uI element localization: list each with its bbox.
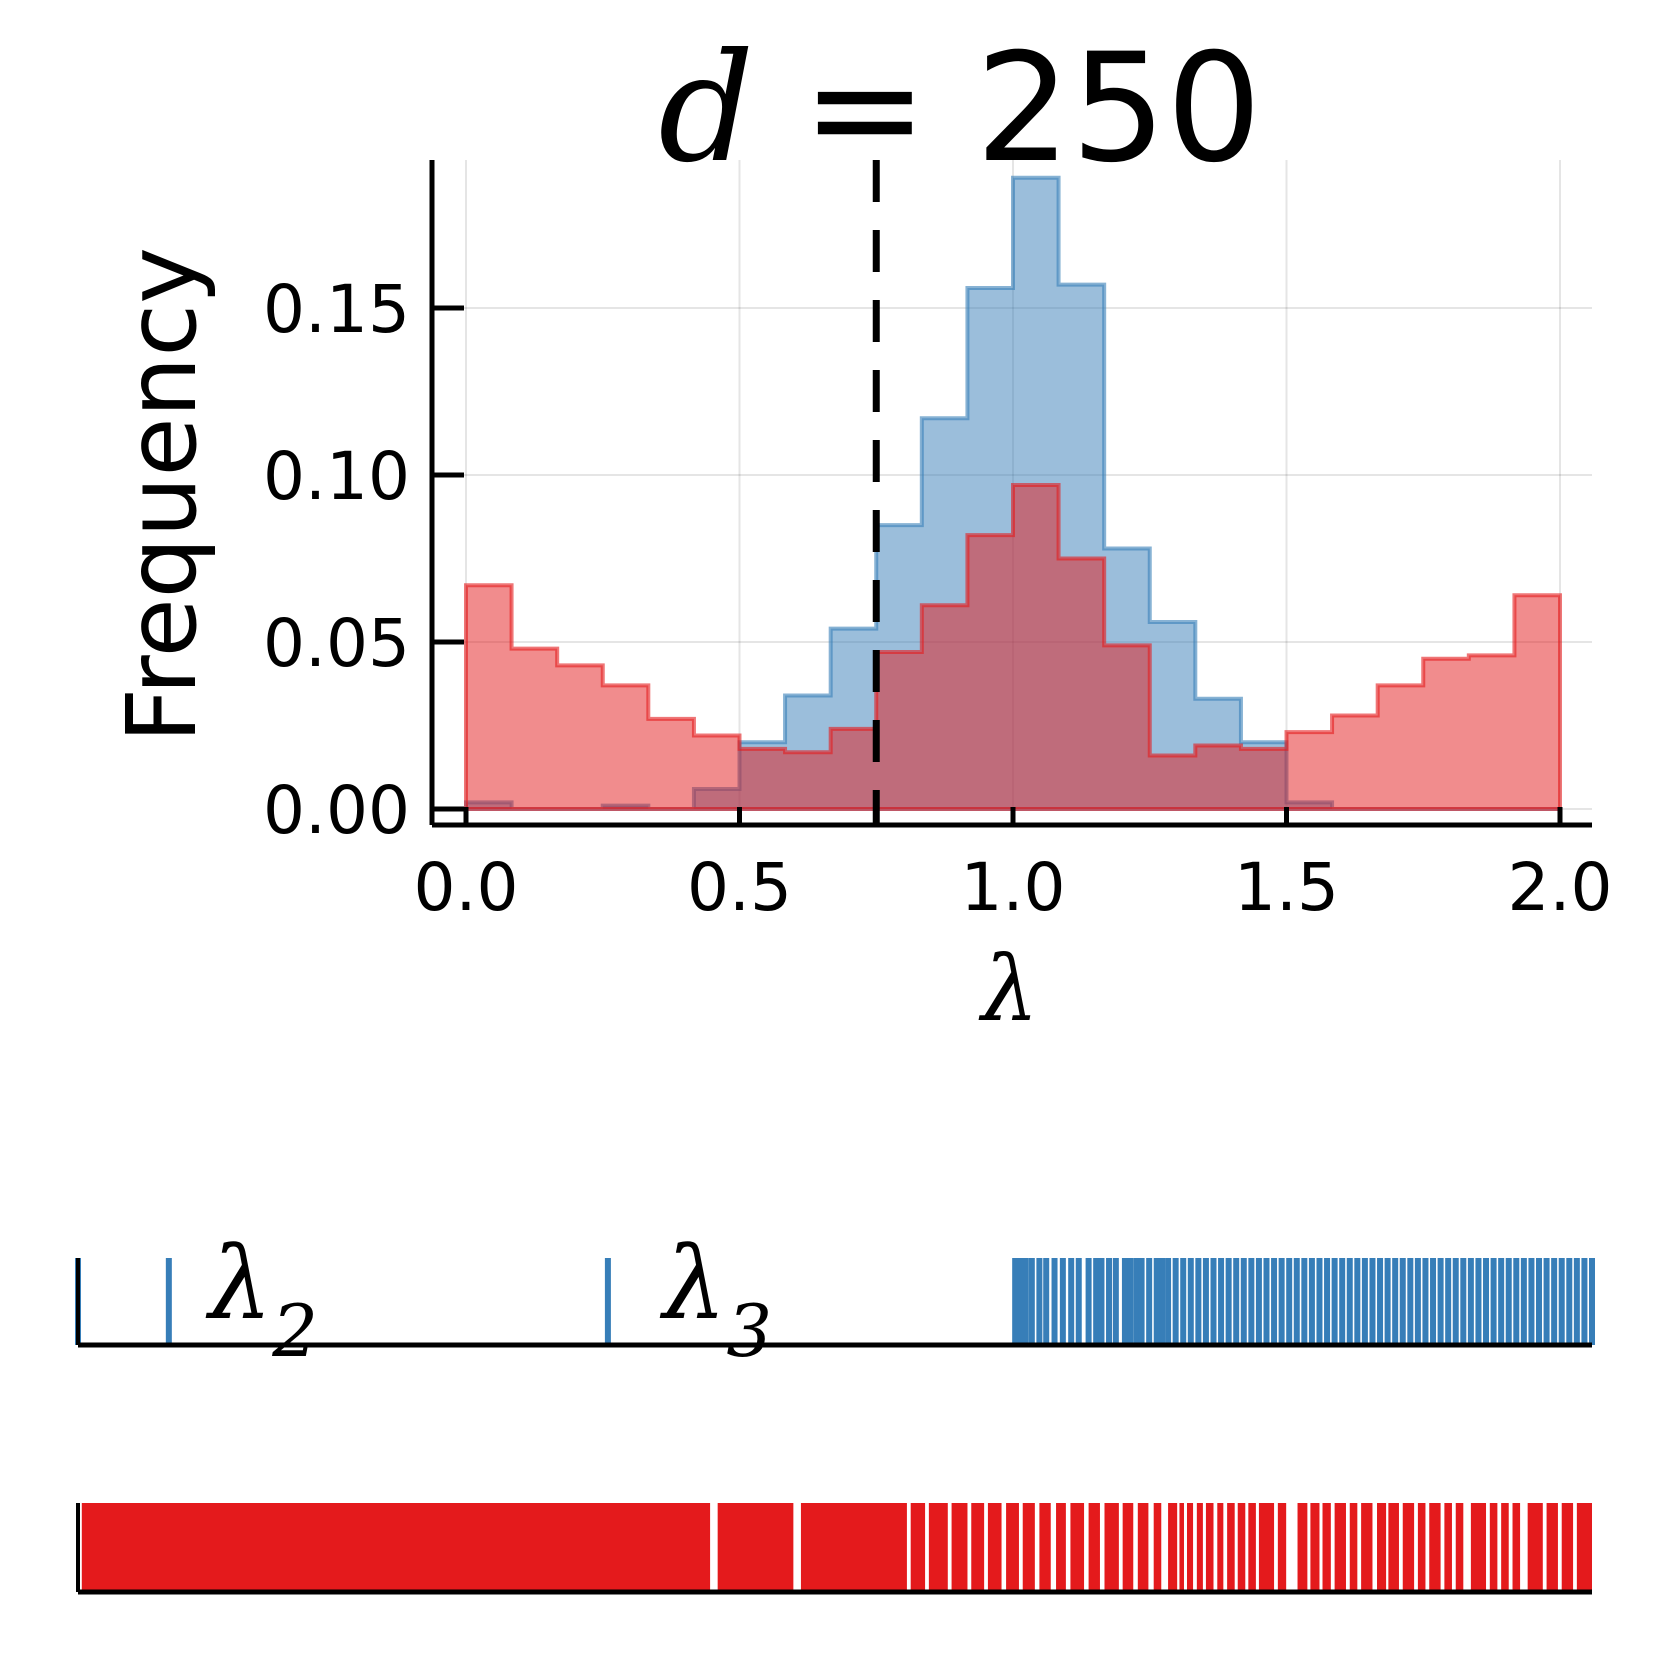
x-tick-label: 0.0 <box>414 849 519 926</box>
rug-tick-red <box>1417 1503 1426 1592</box>
rug-tick-red <box>1227 1503 1235 1592</box>
rug-tick-red <box>1196 1503 1203 1592</box>
annotation-subscript: 3 <box>726 1289 772 1373</box>
rug-tick-red <box>1429 1503 1441 1592</box>
rug-baselines <box>76 1258 1592 1595</box>
rug-tick-red <box>1217 1503 1224 1592</box>
y-tick-label: 0.15 <box>263 271 410 348</box>
title-equals: = <box>754 22 975 196</box>
x-tick-label: 0.5 <box>687 849 792 926</box>
rug-tick-red <box>1297 1503 1308 1592</box>
rug-tick-red <box>81 1503 711 1592</box>
rug-tick-red <box>1377 1503 1387 1592</box>
y-tick-label: 0.10 <box>263 438 410 515</box>
rug-tick-red <box>1561 1503 1574 1592</box>
rug-tick-red <box>1006 1503 1019 1592</box>
annotation-symbol: λ <box>659 1225 726 1342</box>
rug-tick-red <box>1122 1503 1134 1592</box>
rug-tick-red <box>1489 1503 1498 1592</box>
rug-tick-red <box>717 1503 794 1592</box>
title-variable: d <box>658 22 754 196</box>
x-tick-label: 2.0 <box>1508 849 1613 926</box>
x-tick-label: 1.5 <box>1234 849 1339 926</box>
rug-tick-red <box>1205 1503 1214 1592</box>
rug-strip-blue <box>75 1258 1595 1345</box>
rug-tick-red <box>1310 1503 1320 1592</box>
annotation-subscript: 2 <box>271 1289 318 1373</box>
rug-tick-red <box>1470 1503 1487 1592</box>
rug-tick-red <box>1237 1503 1246 1592</box>
tick-labels: 0.0 0.5 1.0 1.5 2.0 0.00 0.05 0.10 0.15 <box>263 271 1612 926</box>
rug-tick-red <box>1137 1503 1149 1592</box>
rug-annotation-lambda-3: λ3 <box>659 1225 772 1373</box>
title-number: 250 <box>975 22 1261 196</box>
rug-tick-red <box>951 1503 968 1592</box>
annotation-symbol: λ <box>205 1225 272 1342</box>
y-tick-label: 0.00 <box>263 772 410 849</box>
rug-tick-red <box>1349 1503 1358 1592</box>
histogram-panel: 0.0 0.5 1.0 1.5 2.00.000.050.100.15 d = 250 … <box>106 22 1612 1042</box>
histogram-bars <box>464 175 1562 811</box>
rug-tick-red <box>1104 1503 1119 1592</box>
rug-tick-red <box>1388 1503 1399 1592</box>
rug-panel: λ2 λ3 <box>75 1225 1595 1595</box>
chart-title: d = 250 <box>658 22 1261 196</box>
y-tick-label: 0.05 <box>263 605 410 682</box>
rug-annotations: λ2 λ3 <box>205 1225 772 1373</box>
y-axis-label: Frequency <box>106 247 218 743</box>
rug-tick-red <box>1527 1503 1543 1592</box>
rug-tick-red <box>800 1503 907 1592</box>
rug-tick-red <box>1022 1503 1035 1592</box>
rug-tick-red <box>987 1503 1002 1592</box>
rug-tick-red <box>1179 1503 1184 1592</box>
rug-tick-red <box>1088 1503 1100 1592</box>
rug-tick-red <box>1334 1503 1346 1592</box>
rug-tick-red <box>1168 1503 1178 1592</box>
x-tick-label: 1.0 <box>961 849 1066 926</box>
rug-tick-red <box>910 1503 926 1592</box>
x-axis-label: λ <box>978 937 1038 1042</box>
rug-tick-red <box>1153 1503 1162 1592</box>
rug-tick-red <box>971 1503 985 1592</box>
rug-tick-red <box>1258 1503 1275 1592</box>
rug-tick-red <box>1402 1503 1415 1592</box>
rug-tick-red <box>1322 1503 1331 1592</box>
rug-tick-red <box>1444 1503 1452 1592</box>
rug-tick-red <box>1546 1503 1558 1592</box>
rug-tick-red <box>1056 1503 1066 1592</box>
histogram-series-red <box>464 483 1562 811</box>
rug-tick-red <box>1070 1503 1085 1592</box>
rug-strip-red <box>81 1503 1592 1592</box>
rug-tick-red <box>1277 1503 1287 1592</box>
rug-tick-red <box>1187 1503 1194 1592</box>
rug-tick-red <box>1512 1503 1521 1592</box>
rug-tick-red <box>1361 1503 1373 1592</box>
rug-tick-red <box>928 1503 948 1592</box>
axes <box>429 160 1592 828</box>
rug-tick-red <box>1039 1503 1051 1592</box>
rug-tick-red <box>1248 1503 1256 1592</box>
rug-annotation-lambda-2: λ2 <box>205 1225 318 1373</box>
rug-tick-red <box>1501 1503 1509 1592</box>
rug-tick-red <box>1455 1503 1464 1592</box>
rug-tick-red <box>1576 1503 1592 1592</box>
